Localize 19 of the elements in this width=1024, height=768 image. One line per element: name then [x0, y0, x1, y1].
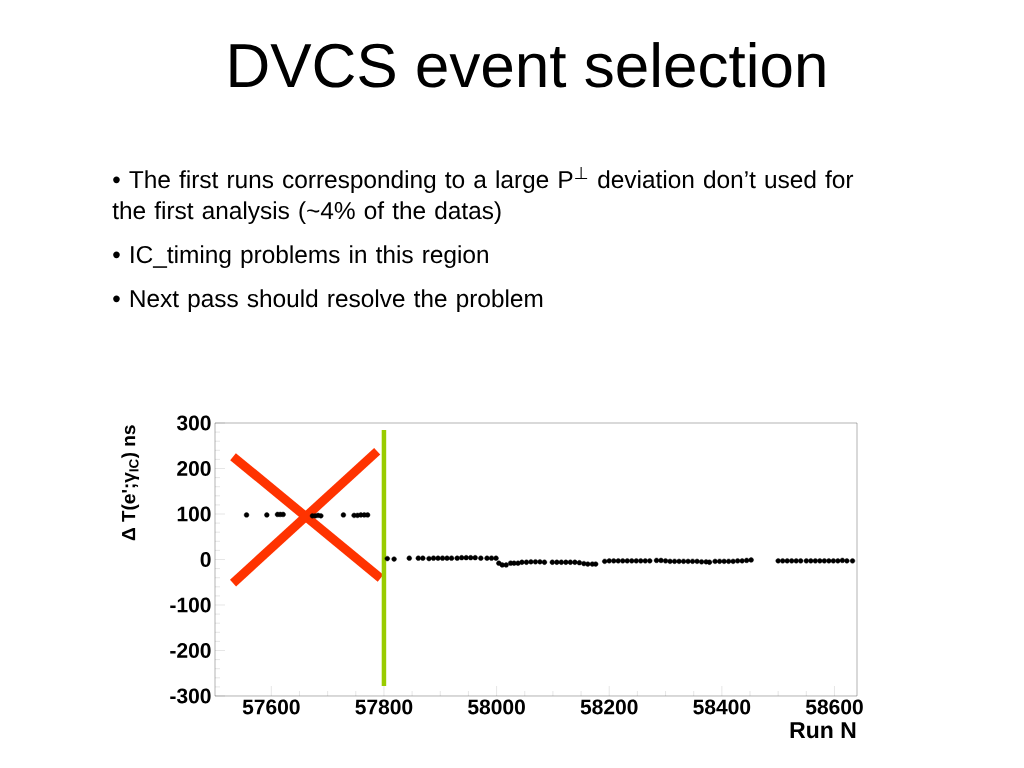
- y-axis-title: Δ T(e';γ$_{IC}$) ns: [121, 425, 140, 541]
- x-tick-label: 57600: [242, 699, 300, 715]
- y-tick-label: 0: [200, 552, 211, 567]
- y-tick-label: -200: [170, 643, 211, 658]
- y-tick-label: 200: [177, 461, 211, 476]
- x-axis-title: Run N: [790, 722, 856, 739]
- x-tick-label: 58400: [693, 699, 751, 715]
- y-tick-label: 100: [177, 506, 211, 522]
- text: • The first runs corresponding to a large P$^{⊥}$ deviation don’t used for the first analysis (~4% of the datas): [112, 167, 854, 225]
- y-tick-label: -100: [170, 597, 211, 613]
- y-tick-label: -300: [170, 688, 211, 704]
- x-tick-label: 58600: [805, 699, 863, 715]
- text: • Next pass should resolve the problem: [113, 289, 543, 313]
- x-tick-label: 57800: [355, 699, 413, 715]
- chart-title: DVCS event selection: [230, 42, 825, 88]
- x-tick-label: 58200: [580, 699, 638, 715]
- x-tick-label: 58000: [468, 699, 525, 715]
- text: • IC_timing problems in this region: [113, 245, 488, 269]
- y-tick-label: 300: [176, 415, 211, 431]
